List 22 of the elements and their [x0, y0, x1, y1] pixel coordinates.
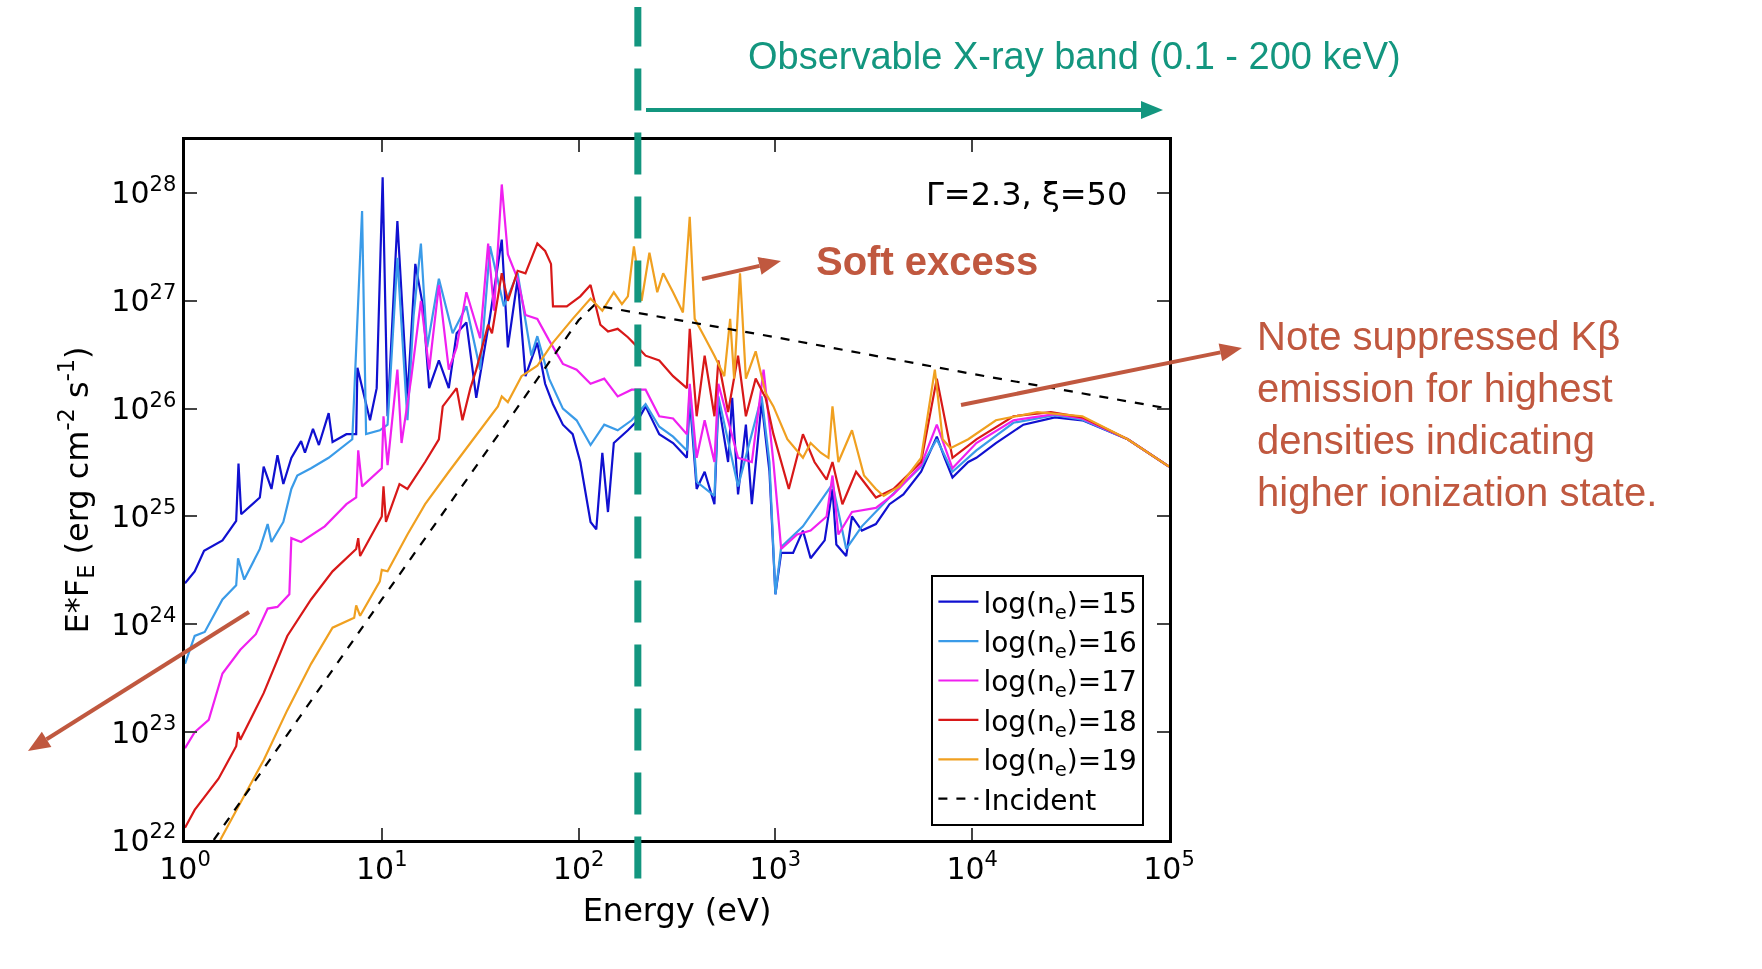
- annotation: Soft excess: [816, 239, 1039, 283]
- legend-label: log(n$_{e}$)=16: [983, 626, 1137, 663]
- x-tick-label: 10$^{1}$: [356, 847, 408, 886]
- legend-label: log(n$_{e}$)=15: [983, 586, 1137, 624]
- x-tick-label: 10$^{2}$: [552, 847, 605, 886]
- text: Note suppressed Kβ emission for highest densities indicating higher ionization state.: [1257, 314, 1658, 514]
- x-tick-label: 10$^{5}$: [1143, 847, 1195, 886]
- legend-label: log(n$_{e}$)=19: [983, 744, 1137, 782]
- legend-label: Incident: [983, 783, 1097, 817]
- x-tick-label: 10$^{4}$: [946, 847, 998, 886]
- y-tick-label: 10$^{25}$: [111, 495, 177, 534]
- y-tick-label: 10$^{23}$: [111, 711, 177, 750]
- y-tick-label: 10$^{26}$: [111, 387, 177, 427]
- legend-label: log(n$_{e}$)=17: [983, 665, 1137, 703]
- annotation: Γ=2.3, ξ=50: [926, 175, 1128, 213]
- text: Observable X-ray band (0.1 - 200 keV): [748, 35, 1401, 77]
- legend-label: log(n$_{e}$)=18: [983, 704, 1137, 742]
- x-tick-label: 10$^{3}$: [749, 847, 802, 886]
- y-tick-label: 10$^{28}$: [111, 171, 177, 211]
- x-axis-title: Energy (eV): [582, 890, 772, 929]
- y-tick-label: 10$^{27}$: [111, 279, 177, 319]
- y-tick-label: 10$^{24}$: [111, 603, 177, 642]
